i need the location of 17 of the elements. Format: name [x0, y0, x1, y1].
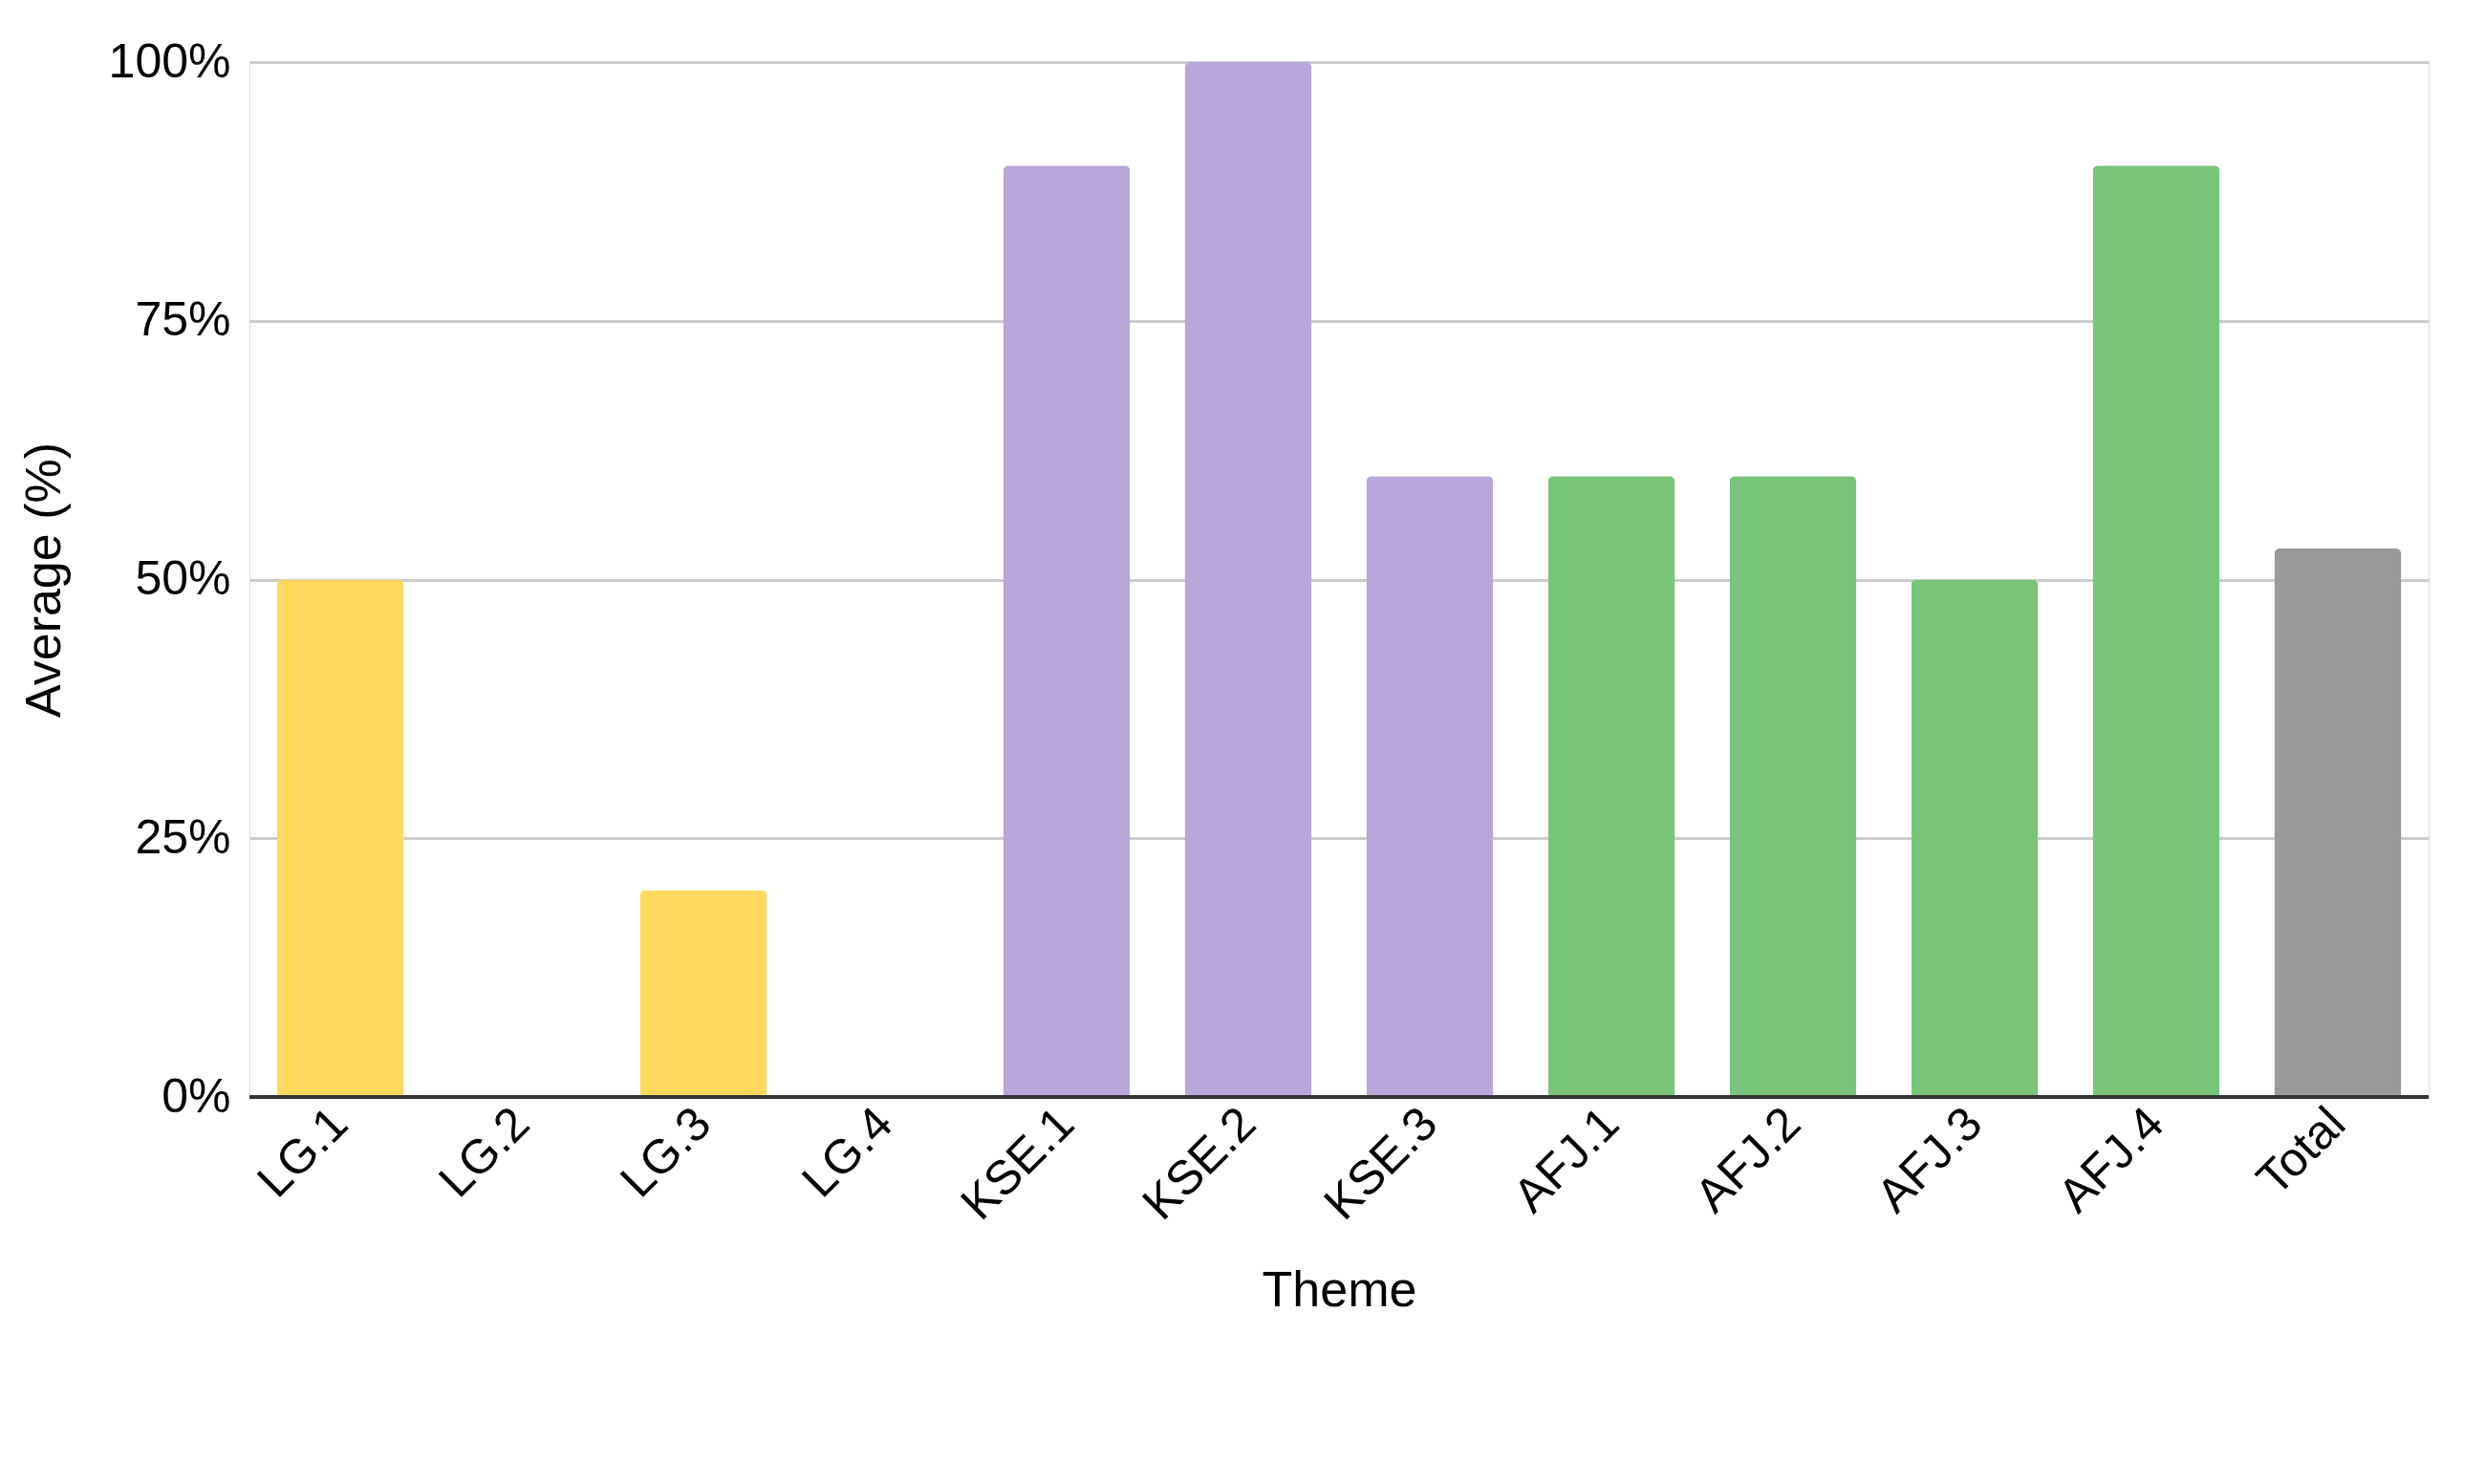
- x-axis-title: Theme: [1262, 1261, 1417, 1318]
- y-tick-label: 50%: [135, 551, 231, 605]
- bar: [2092, 165, 2220, 1097]
- bar: [1547, 476, 1675, 1097]
- y-axis-title: Average (%): [14, 441, 71, 719]
- bar: [1003, 165, 1131, 1097]
- bar: [1729, 476, 1857, 1097]
- bar: [2274, 548, 2402, 1097]
- bar: [1911, 579, 2039, 1097]
- y-tick-label: 75%: [135, 292, 231, 347]
- y-tick-label: 0%: [162, 1068, 231, 1123]
- bar: [1184, 62, 1312, 1097]
- y-tick-label: 100%: [108, 33, 231, 88]
- bar: [639, 890, 767, 1097]
- y-tick-label: 25%: [135, 809, 231, 864]
- bar: [276, 579, 404, 1097]
- bar: [1366, 476, 1494, 1097]
